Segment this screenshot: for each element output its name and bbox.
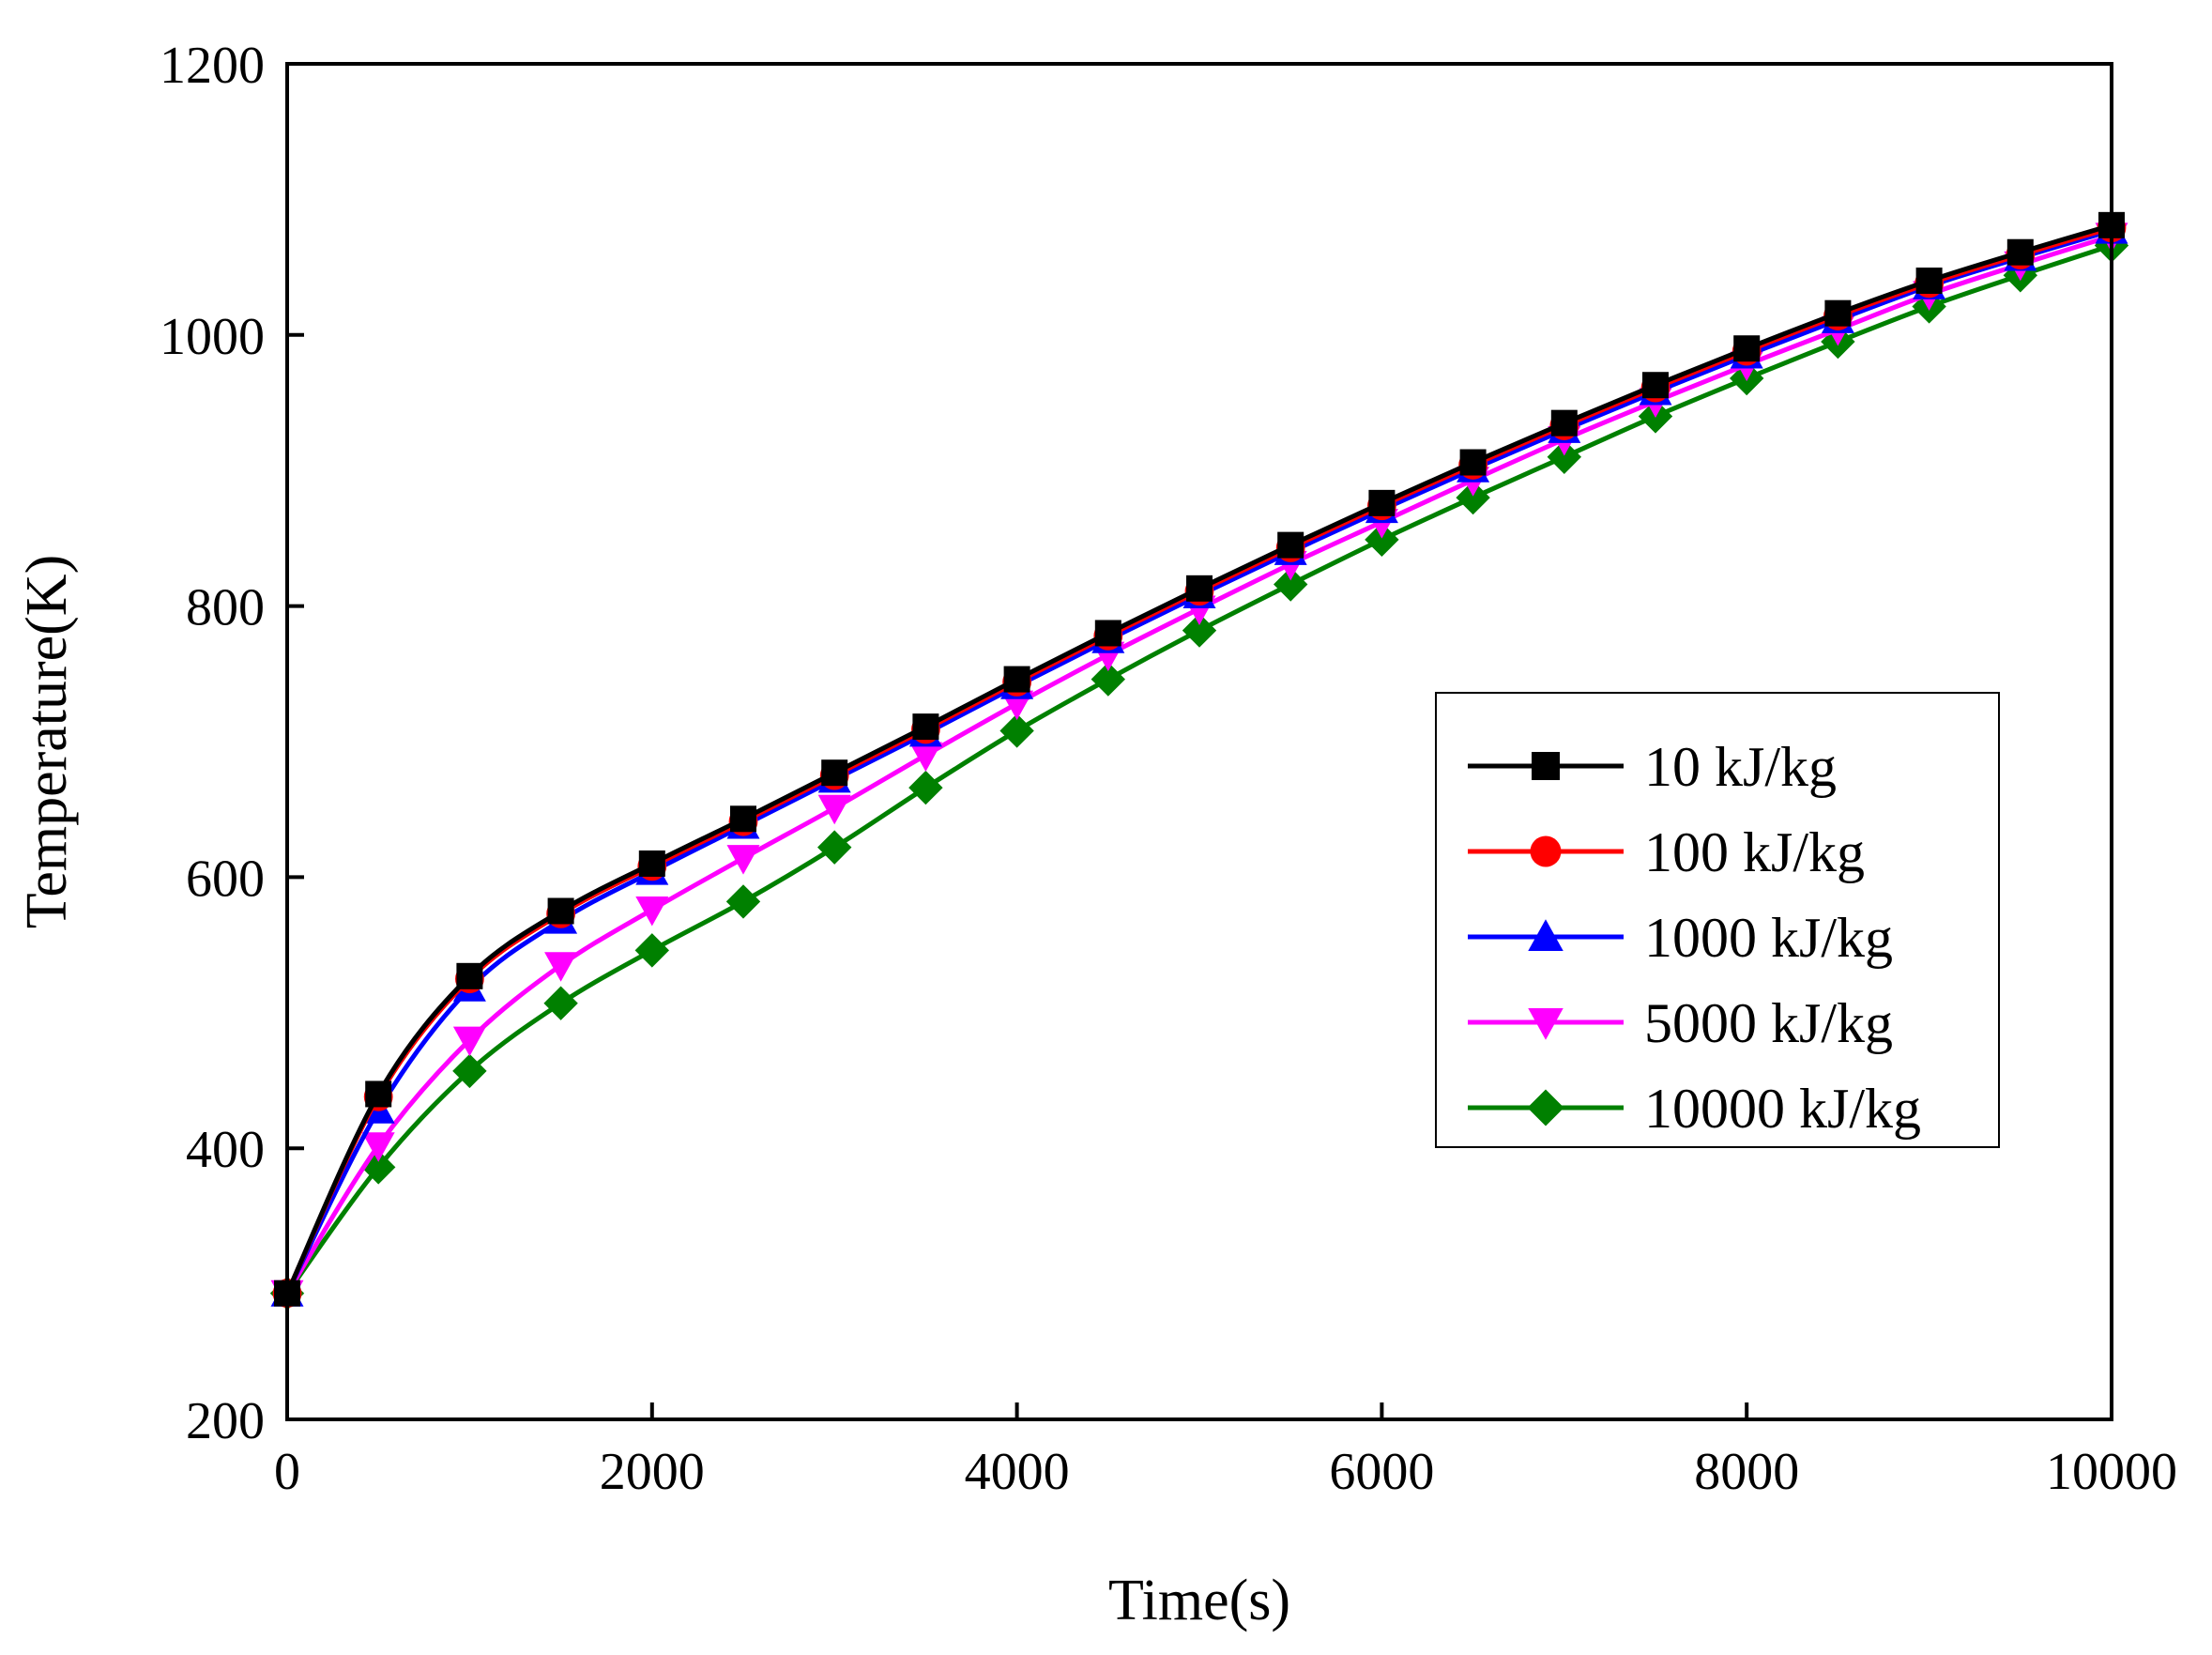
- data-point: [1186, 575, 1213, 602]
- data-point: [365, 1080, 392, 1108]
- x-tick-label: 4000: [965, 1443, 1070, 1501]
- x-tick-label: 8000: [1694, 1443, 1799, 1501]
- data-point: [543, 986, 578, 1020]
- data-point: [1733, 335, 1761, 362]
- data-point: [452, 1026, 486, 1057]
- x-tick-label: 0: [274, 1443, 300, 1501]
- legend-item: 10000 kJ/kg: [1468, 1078, 1921, 1140]
- data-point: [1456, 480, 1490, 515]
- y-axis-title: Temperature(K): [15, 555, 79, 928]
- data-point: [361, 1132, 395, 1162]
- x-tick-label: 10000: [2046, 1443, 2177, 1501]
- y-tick-label: 800: [186, 579, 265, 637]
- data-point: [547, 897, 574, 925]
- data-point: [1003, 666, 1030, 693]
- data-point: [634, 933, 669, 968]
- data-point: [908, 742, 942, 772]
- legend-marker: [1527, 1089, 1564, 1126]
- data-point: [912, 713, 939, 741]
- legend-marker: [1530, 835, 1562, 867]
- legend-marker: [1528, 919, 1564, 951]
- data-point: [1459, 449, 1487, 476]
- data-point: [730, 805, 756, 833]
- data-point: [1091, 662, 1125, 697]
- data-point: [361, 1150, 396, 1185]
- data-point: [1182, 613, 1217, 648]
- legend-item: 100 kJ/kg: [1468, 821, 1865, 883]
- data-point: [726, 845, 760, 875]
- legend-box: [1435, 692, 2000, 1148]
- data-point: [1274, 567, 1308, 602]
- data-point: [1915, 268, 1943, 295]
- legend-item: 10 kJ/kg: [1468, 736, 1837, 798]
- data-point: [544, 952, 578, 982]
- series-group: [269, 211, 2129, 1310]
- series-0: [274, 211, 2125, 1307]
- data-point: [999, 713, 1034, 748]
- y-tick-label: 200: [186, 1392, 265, 1450]
- data-point: [2006, 238, 2034, 266]
- data-point: [1824, 299, 1852, 327]
- legend-label: 5000 kJ/kg: [1644, 992, 1893, 1054]
- data-point: [635, 896, 669, 927]
- data-point: [908, 770, 943, 805]
- y-tick-label: 400: [186, 1121, 265, 1179]
- data-point: [1365, 522, 1399, 558]
- legend-marker: [1532, 752, 1560, 780]
- legend-label: 1000 kJ/kg: [1644, 907, 1893, 969]
- x-tick-label: 2000: [600, 1443, 705, 1501]
- axis-ticks: 0 2000 4000 6000 8000 10000 200 400 600 800 1000 12…: [160, 37, 2177, 1501]
- legend-item: 1000 kJ/kg: [1468, 907, 1893, 969]
- data-point: [1094, 620, 1121, 647]
- x-axis-title: Time(s): [1108, 1569, 1290, 1632]
- data-point: [1550, 409, 1578, 437]
- data-point: [817, 830, 852, 865]
- data-point: [1368, 489, 1396, 516]
- legend: 10 kJ/kg 100 kJ/kg 1000 kJ/kg 5000 kJ/kg 100…: [1435, 692, 2000, 1148]
- data-point: [638, 850, 665, 877]
- legend-label: 10000 kJ/kg: [1644, 1078, 1921, 1140]
- legend-label: 100 kJ/kg: [1644, 821, 1865, 883]
- data-point: [821, 759, 848, 787]
- data-point: [1277, 531, 1304, 559]
- data-point: [1642, 372, 1669, 399]
- legend-marker: [1528, 1008, 1564, 1040]
- y-tick-label: 1200: [160, 37, 265, 95]
- data-point: [817, 794, 851, 825]
- x-tick-label: 6000: [1329, 1443, 1434, 1501]
- data-point: [456, 962, 483, 989]
- legend-item: 5000 kJ/kg: [1468, 992, 1893, 1054]
- y-tick-label: 600: [186, 850, 265, 908]
- axes-frame: [285, 62, 2113, 1421]
- data-point: [452, 1053, 487, 1089]
- data-point: [725, 884, 761, 919]
- legend-label: 10 kJ/kg: [1644, 736, 1837, 798]
- data-point: [1547, 439, 1581, 474]
- y-tick-label: 1000: [160, 308, 265, 366]
